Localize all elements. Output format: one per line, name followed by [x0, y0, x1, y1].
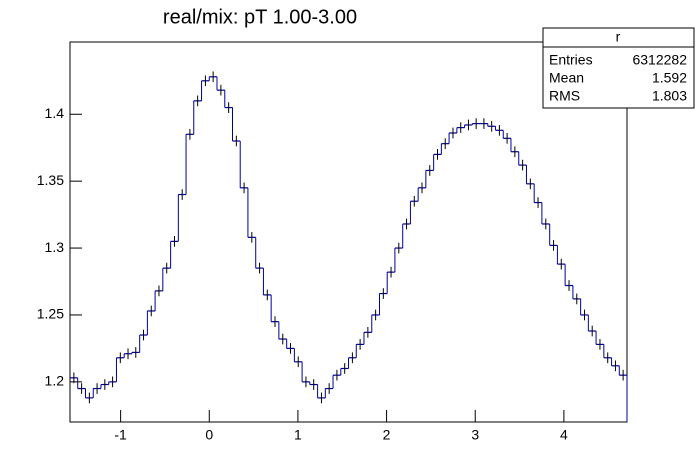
x-tick-label: 0 — [205, 427, 213, 443]
stats-label: Entries — [549, 52, 593, 68]
x-tick-label: 3 — [471, 427, 479, 443]
stats-label: Mean — [549, 70, 584, 86]
y-tick-label: 1.25 — [37, 306, 64, 322]
stats-label: RMS — [549, 88, 580, 104]
x-tick-label: 4 — [560, 427, 568, 443]
x-tick-label: -1 — [114, 427, 127, 443]
x-tick-label: 1 — [294, 427, 302, 443]
stats-value: 1.592 — [652, 70, 687, 86]
x-tick-label: 2 — [383, 427, 391, 443]
y-tick-label: 1.2 — [45, 373, 65, 389]
stats-value: 1.803 — [652, 88, 687, 104]
stats-frame — [542, 27, 695, 109]
frame — [69, 41, 628, 423]
y-tick-label: 1.4 — [45, 105, 65, 121]
stats-value: 6312282 — [632, 52, 687, 68]
chart-title: real/mix: pT 1.00-3.00 — [163, 6, 357, 28]
y-tick-label: 1.35 — [37, 172, 64, 188]
stats-box: r Entries 6312282 Mean 1.592 RMS 1.803 — [542, 27, 695, 109]
y-tick-label: 1.3 — [45, 239, 65, 255]
stats-title: r — [616, 29, 621, 45]
